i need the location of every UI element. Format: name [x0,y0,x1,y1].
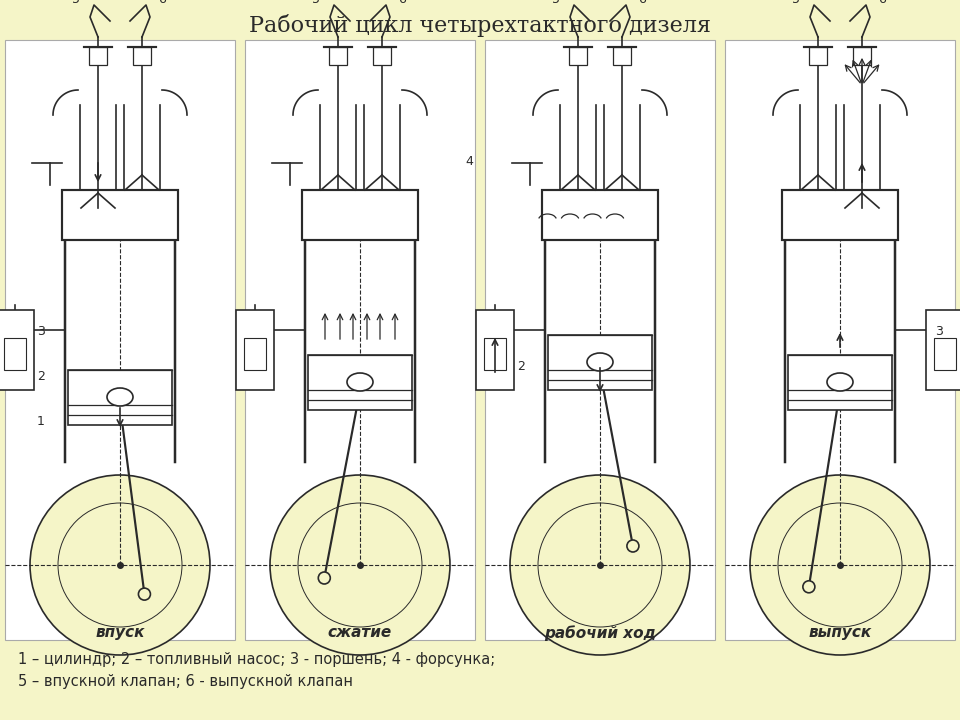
Text: 5: 5 [792,0,800,6]
Bar [308,355,412,410]
Text: 1: 1 [37,415,45,428]
Circle shape [58,503,182,627]
Text: 6: 6 [878,0,886,6]
Circle shape [538,503,662,627]
Text: Рабочий цикл четырехтактного дизеля: Рабочий цикл четырехтактного дизеля [249,14,711,37]
Bar [373,47,391,65]
Ellipse shape [587,353,613,371]
Text: 5: 5 [312,0,320,6]
Bar [62,190,178,240]
Bar [853,47,871,65]
Bar [329,47,347,65]
Bar [542,190,658,240]
Bar [236,310,274,390]
Bar [725,40,955,640]
Text: 6: 6 [158,0,166,6]
Bar [613,47,631,65]
Text: 6: 6 [398,0,406,6]
Text: сжатие: сжатие [328,625,392,640]
Circle shape [354,384,366,397]
Bar [4,338,26,370]
Circle shape [834,384,846,397]
Bar [548,335,652,390]
Bar [809,47,827,65]
Bar [133,47,151,65]
Circle shape [803,581,815,593]
Bar [788,355,892,410]
Bar [0,310,34,390]
Circle shape [30,475,210,655]
Text: 5 – впускной клапан; 6 - выпускной клапан: 5 – впускной клапан; 6 - выпускной клапа… [18,674,353,689]
Text: 5: 5 [552,0,560,6]
Bar [569,47,587,65]
Bar [245,40,475,640]
Text: 2: 2 [517,360,525,373]
Bar [302,190,418,240]
Bar [926,310,960,390]
Circle shape [270,475,450,655]
Text: 5: 5 [72,0,80,6]
Circle shape [510,475,690,655]
Bar [782,190,898,240]
Ellipse shape [347,373,373,391]
Text: 3: 3 [37,325,45,338]
Circle shape [319,572,330,584]
Text: впуск: впуск [95,625,145,640]
Circle shape [627,540,639,552]
Circle shape [750,475,930,655]
Circle shape [594,365,606,377]
Text: 4: 4 [465,155,473,168]
Bar [244,338,266,370]
Bar [484,338,507,370]
Circle shape [778,503,902,627]
Ellipse shape [107,388,133,406]
Circle shape [114,400,126,412]
Circle shape [138,588,151,600]
Text: 1 – цилиндр; 2 – топливный насос; 3 - поршень; 4 - форсунка;: 1 – цилиндр; 2 – топливный насос; 3 - по… [18,652,495,667]
Bar [476,310,514,390]
Bar [68,370,172,425]
Bar [485,40,715,640]
Bar [5,40,235,640]
Bar [933,338,956,370]
Bar [89,47,107,65]
Text: 2: 2 [37,370,45,383]
Text: выпуск: выпуск [808,625,872,640]
Text: рабочий ход: рабочий ход [544,625,656,641]
Text: 3: 3 [935,325,943,338]
Circle shape [298,503,422,627]
Text: 6: 6 [638,0,646,6]
Ellipse shape [827,373,853,391]
